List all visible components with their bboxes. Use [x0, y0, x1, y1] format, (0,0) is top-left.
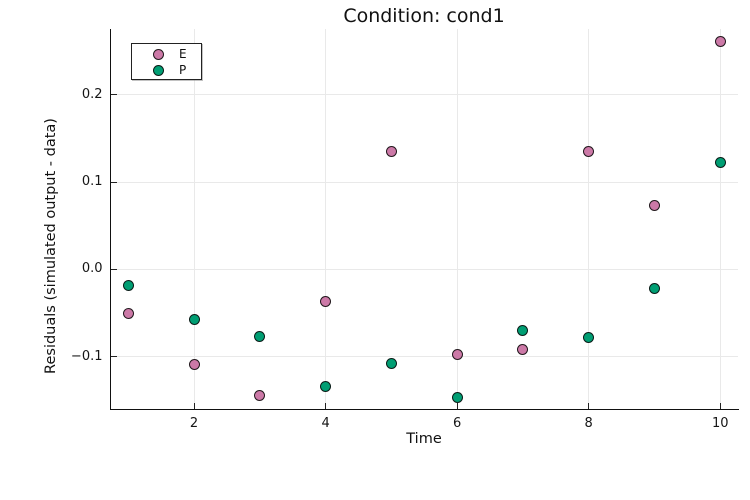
y-tick-0: [110, 268, 117, 270]
gridline-x-4: [325, 29, 327, 409]
x-tick-6: [456, 403, 458, 409]
legend-box: E P: [131, 43, 202, 80]
legend-item-P: P: [132, 64, 201, 77]
point-E-t9: [648, 200, 660, 212]
x-axis-label: Time: [406, 431, 442, 447]
x-tick-label-10: 10: [711, 416, 729, 431]
point-E-t8: [583, 146, 595, 158]
point-E-t3: [254, 389, 266, 401]
point-E-t4: [320, 296, 332, 308]
point-E-t10: [714, 36, 726, 48]
legend-label-E: E: [179, 47, 187, 61]
y-tick-label--0.1: −0.1: [70, 348, 103, 364]
point-E-t5: [385, 146, 397, 158]
x-tick-label-6: 6: [452, 416, 462, 431]
point-P-t7: [517, 324, 529, 336]
point-P-t1: [122, 280, 134, 292]
y-tick-label-0.1: 0.1: [81, 174, 103, 190]
gridline-x-8: [588, 29, 590, 409]
page-title: Condition: cond1: [343, 5, 505, 27]
gridline-y-0.1: [110, 181, 738, 183]
point-E-t7: [517, 344, 529, 356]
y-tick-0.1: [110, 181, 117, 183]
x-axis-spine: [109, 408, 739, 410]
point-E-t1: [122, 307, 134, 319]
point-P-t3: [254, 331, 266, 343]
x-tick-label-8: 8: [584, 416, 593, 431]
y-tick-0.2: [110, 94, 117, 96]
point-P-t4: [320, 380, 332, 392]
legend-item-E: E: [132, 48, 201, 61]
gridline-y--0.1: [110, 356, 738, 358]
gridline-x-10: [719, 29, 721, 409]
x-tick-2: [193, 403, 195, 409]
point-P-t10: [714, 156, 726, 168]
gridline-y-0: [110, 268, 738, 270]
y-axis-spine: [109, 29, 111, 410]
gridline-x-6: [456, 29, 458, 409]
point-E-t2: [188, 359, 200, 370]
x-tick-label-2: 2: [189, 416, 199, 431]
gridline-y-0.2: [110, 94, 738, 96]
gridline-x-2: [193, 29, 195, 409]
legend-marker-P-icon: [153, 65, 164, 76]
y-tick--0.1: [110, 356, 117, 358]
point-P-t9: [648, 283, 660, 295]
y-tick-label-0: 0.0: [81, 261, 103, 277]
plot-area: 2 4 6 8 10 −0.1 0.0 0.1 0.2: [71, 29, 739, 431]
x-tick-4: [325, 403, 327, 409]
x-tick-8: [588, 403, 590, 409]
legend-label-P: P: [179, 63, 187, 77]
point-E-t6: [451, 348, 463, 360]
point-P-t8: [583, 331, 595, 343]
point-P-t6: [451, 392, 463, 404]
point-P-t5: [385, 358, 397, 370]
legend-marker-E-icon: [153, 49, 164, 60]
y-tick-label-0.2: 0.2: [81, 86, 103, 102]
x-tick-label-4: 4: [321, 416, 330, 431]
point-P-t2: [188, 313, 200, 325]
y-axis-label: Residuals (simulated output - data): [43, 118, 59, 374]
x-tick-10: [719, 403, 721, 409]
